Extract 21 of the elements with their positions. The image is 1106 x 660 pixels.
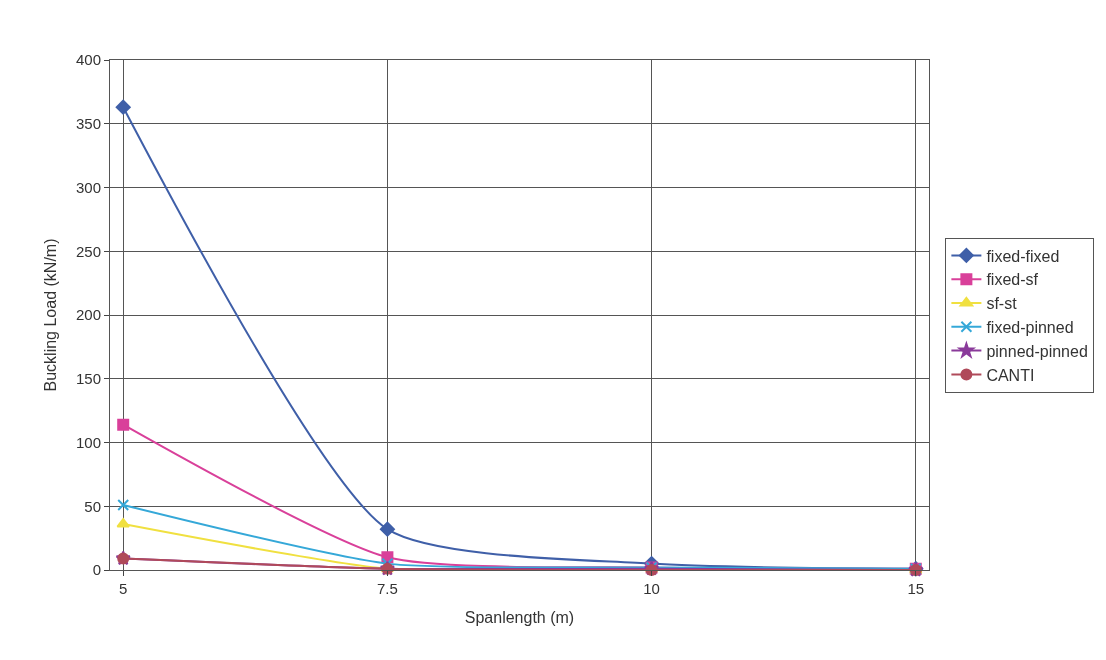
- x-tick-label: 10: [643, 580, 660, 597]
- legend-label: fixed-pinned: [986, 319, 1074, 337]
- legend-label: fixed-sf: [986, 271, 1039, 289]
- legend-label: sf-st: [986, 295, 1018, 313]
- y-tick-label: 400: [75, 51, 101, 69]
- y-tick-label: 50: [84, 497, 101, 515]
- y-tick-label: 0: [92, 561, 101, 579]
- legend-label: CANTI: [986, 366, 1035, 384]
- x-axis-title: Spanlength (m): [464, 608, 575, 626]
- y-axis-title: Buckling Load (kN/m): [41, 238, 59, 392]
- y-tick-label: 150: [75, 370, 101, 387]
- x-tick-label: 15: [907, 580, 925, 597]
- y-tick-label: 350: [75, 115, 101, 132]
- y-tick-label: 200: [75, 306, 101, 324]
- y-tick-label: 300: [75, 178, 101, 196]
- y-tick-label: 250: [75, 242, 101, 260]
- y-tick-label: 100: [75, 433, 101, 451]
- x-tick-label: 5: [119, 580, 128, 597]
- legend-label: pinned-pinned: [986, 342, 1088, 360]
- x-tick-label: 7.5: [376, 580, 398, 597]
- legend-label: fixed-fixed: [986, 247, 1060, 265]
